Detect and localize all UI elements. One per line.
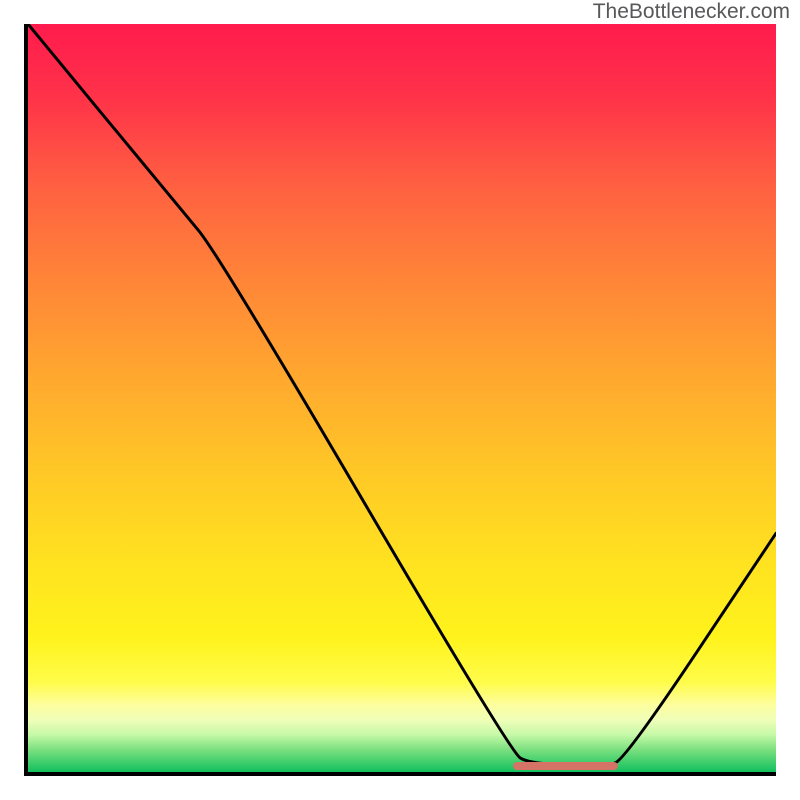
chart-plot-area (24, 24, 776, 776)
watermark-text: TheBottlenecker.com (593, 0, 790, 24)
bottleneck-curve (28, 24, 776, 772)
optimal-range-marker (513, 762, 618, 770)
